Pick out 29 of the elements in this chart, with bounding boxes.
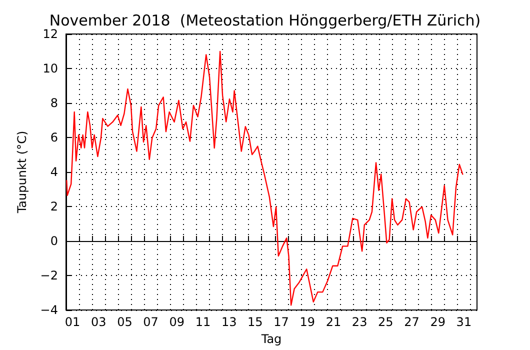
x-tick-label: 01 (64, 315, 80, 329)
y-tick-label: −2 (40, 268, 58, 282)
y-axis-title: Taupunkt (°C) (15, 130, 29, 214)
y-tick-label: 10 (42, 62, 58, 76)
x-tick-label: 27 (404, 315, 420, 329)
x-tick-label: 31 (456, 315, 472, 329)
y-tick-label: 2 (50, 200, 58, 214)
x-tick-label: 07 (143, 315, 158, 329)
y-tick-label: 4 (50, 165, 58, 179)
x-tick-label: 09 (169, 315, 185, 329)
x-axis-title: Tag (260, 332, 282, 346)
y-tick-label: 8 (50, 96, 58, 110)
x-tick-label: 23 (352, 315, 368, 329)
x-tick-label: 03 (90, 315, 106, 329)
line-series (66, 50, 464, 306)
x-tick-label: 17 (274, 315, 289, 329)
y-tick-label: 0 (50, 234, 58, 248)
x-tick-label: 15 (248, 315, 263, 329)
x-tick-label: 21 (326, 315, 342, 329)
y-tick-label: −4 (40, 303, 58, 317)
x-tick-label: 11 (195, 315, 211, 329)
x-tick-label: 25 (378, 315, 394, 329)
x-tick-label: 19 (300, 315, 316, 329)
y-tick-label: 6 (50, 130, 58, 144)
x-tick-label: 29 (430, 315, 446, 329)
x-tick-label: 05 (117, 315, 132, 329)
chart-title: November 2018 (Meteostation Hönggerberg/ETH Zürich) (49, 12, 481, 30)
x-tick-label: 13 (221, 315, 237, 329)
y-tick-label: 12 (42, 27, 58, 41)
